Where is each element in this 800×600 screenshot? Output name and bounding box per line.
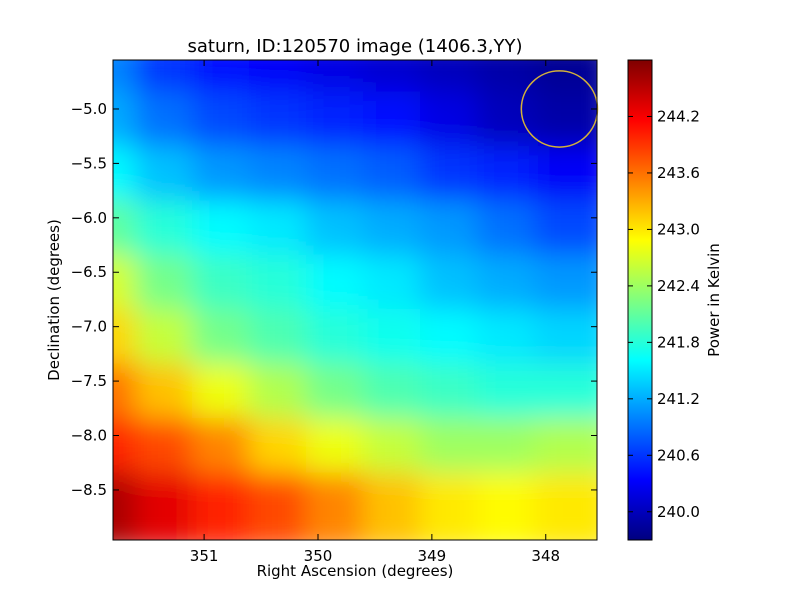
plot-frame — [112, 59, 598, 541]
colorbar-label: Power in Kelvin — [705, 243, 723, 357]
plot-area: 351 350 349 348 −5.0 −5.5 −6.0 −6.5 −7.0 −7.5 −8.… — [71, 59, 599, 565]
y-axis-ticks: −5.0 −5.5 −6.0 −6.5 −7.0 −7.5 −8.0 −8.5 — [71, 100, 597, 499]
y-axis-label: Declination (degrees) — [45, 219, 63, 381]
colorbar: 240.0 240.6 241.2 241.8 242.4 243.0 243.6 244.2… — [627, 59, 723, 541]
y-tick-label: −8.5 — [71, 481, 107, 499]
y-tick-label: −7.5 — [71, 372, 107, 390]
colorbar-ticks: 240.0 240.6 241.2 241.8 242.4 243.0 243.6 244.2 — [628, 107, 700, 521]
colorbar-tick-label: 240.0 — [657, 503, 700, 521]
y-tick-label: −6.0 — [71, 209, 107, 227]
y-tick-label: −7.0 — [71, 318, 107, 336]
annotation-layer — [520, 70, 599, 148]
colorbar-gradient — [627, 59, 653, 541]
x-tick-label: 348 — [531, 547, 560, 565]
colorbar-tick-label: 241.8 — [657, 333, 700, 351]
y-tick-label: −8.0 — [71, 427, 107, 445]
colorbar-tick-label: 242.4 — [657, 277, 700, 295]
y-tick-label: −5.5 — [71, 154, 107, 172]
x-axis-label: Right Ascension (degrees) — [257, 562, 454, 580]
colorbar-tick-label: 243.0 — [657, 220, 700, 238]
colorbar-tick-label: 244.2 — [657, 107, 700, 125]
y-tick-label: −6.5 — [71, 263, 107, 281]
heatmap-image — [113, 60, 597, 540]
x-tick-label: 350 — [304, 547, 333, 565]
x-tick-label: 349 — [418, 547, 447, 565]
x-tick-label: 351 — [190, 547, 219, 565]
y-tick-label: −5.0 — [71, 100, 107, 118]
x-axis-ticks: 351 350 349 348 — [190, 60, 560, 565]
heatmap-cell — [533, 472, 597, 540]
chart-title: saturn, ID:120570 image (1406.3,YY) — [187, 36, 522, 57]
colorbar-tick-label: 241.2 — [657, 390, 700, 408]
colorbar-tick-label: 240.6 — [657, 446, 700, 464]
source-circle-marker — [520, 70, 599, 148]
colorbar-tick-label: 243.6 — [657, 164, 700, 182]
